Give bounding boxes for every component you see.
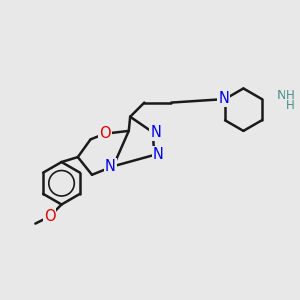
- Text: H: H: [286, 99, 295, 112]
- Text: N: N: [153, 148, 164, 163]
- Text: O: O: [44, 209, 55, 224]
- Text: N: N: [105, 159, 116, 174]
- Text: H: H: [286, 89, 295, 102]
- Text: N: N: [218, 91, 229, 106]
- Text: O: O: [99, 126, 110, 141]
- Text: N: N: [150, 125, 161, 140]
- Text: N: N: [277, 89, 286, 102]
